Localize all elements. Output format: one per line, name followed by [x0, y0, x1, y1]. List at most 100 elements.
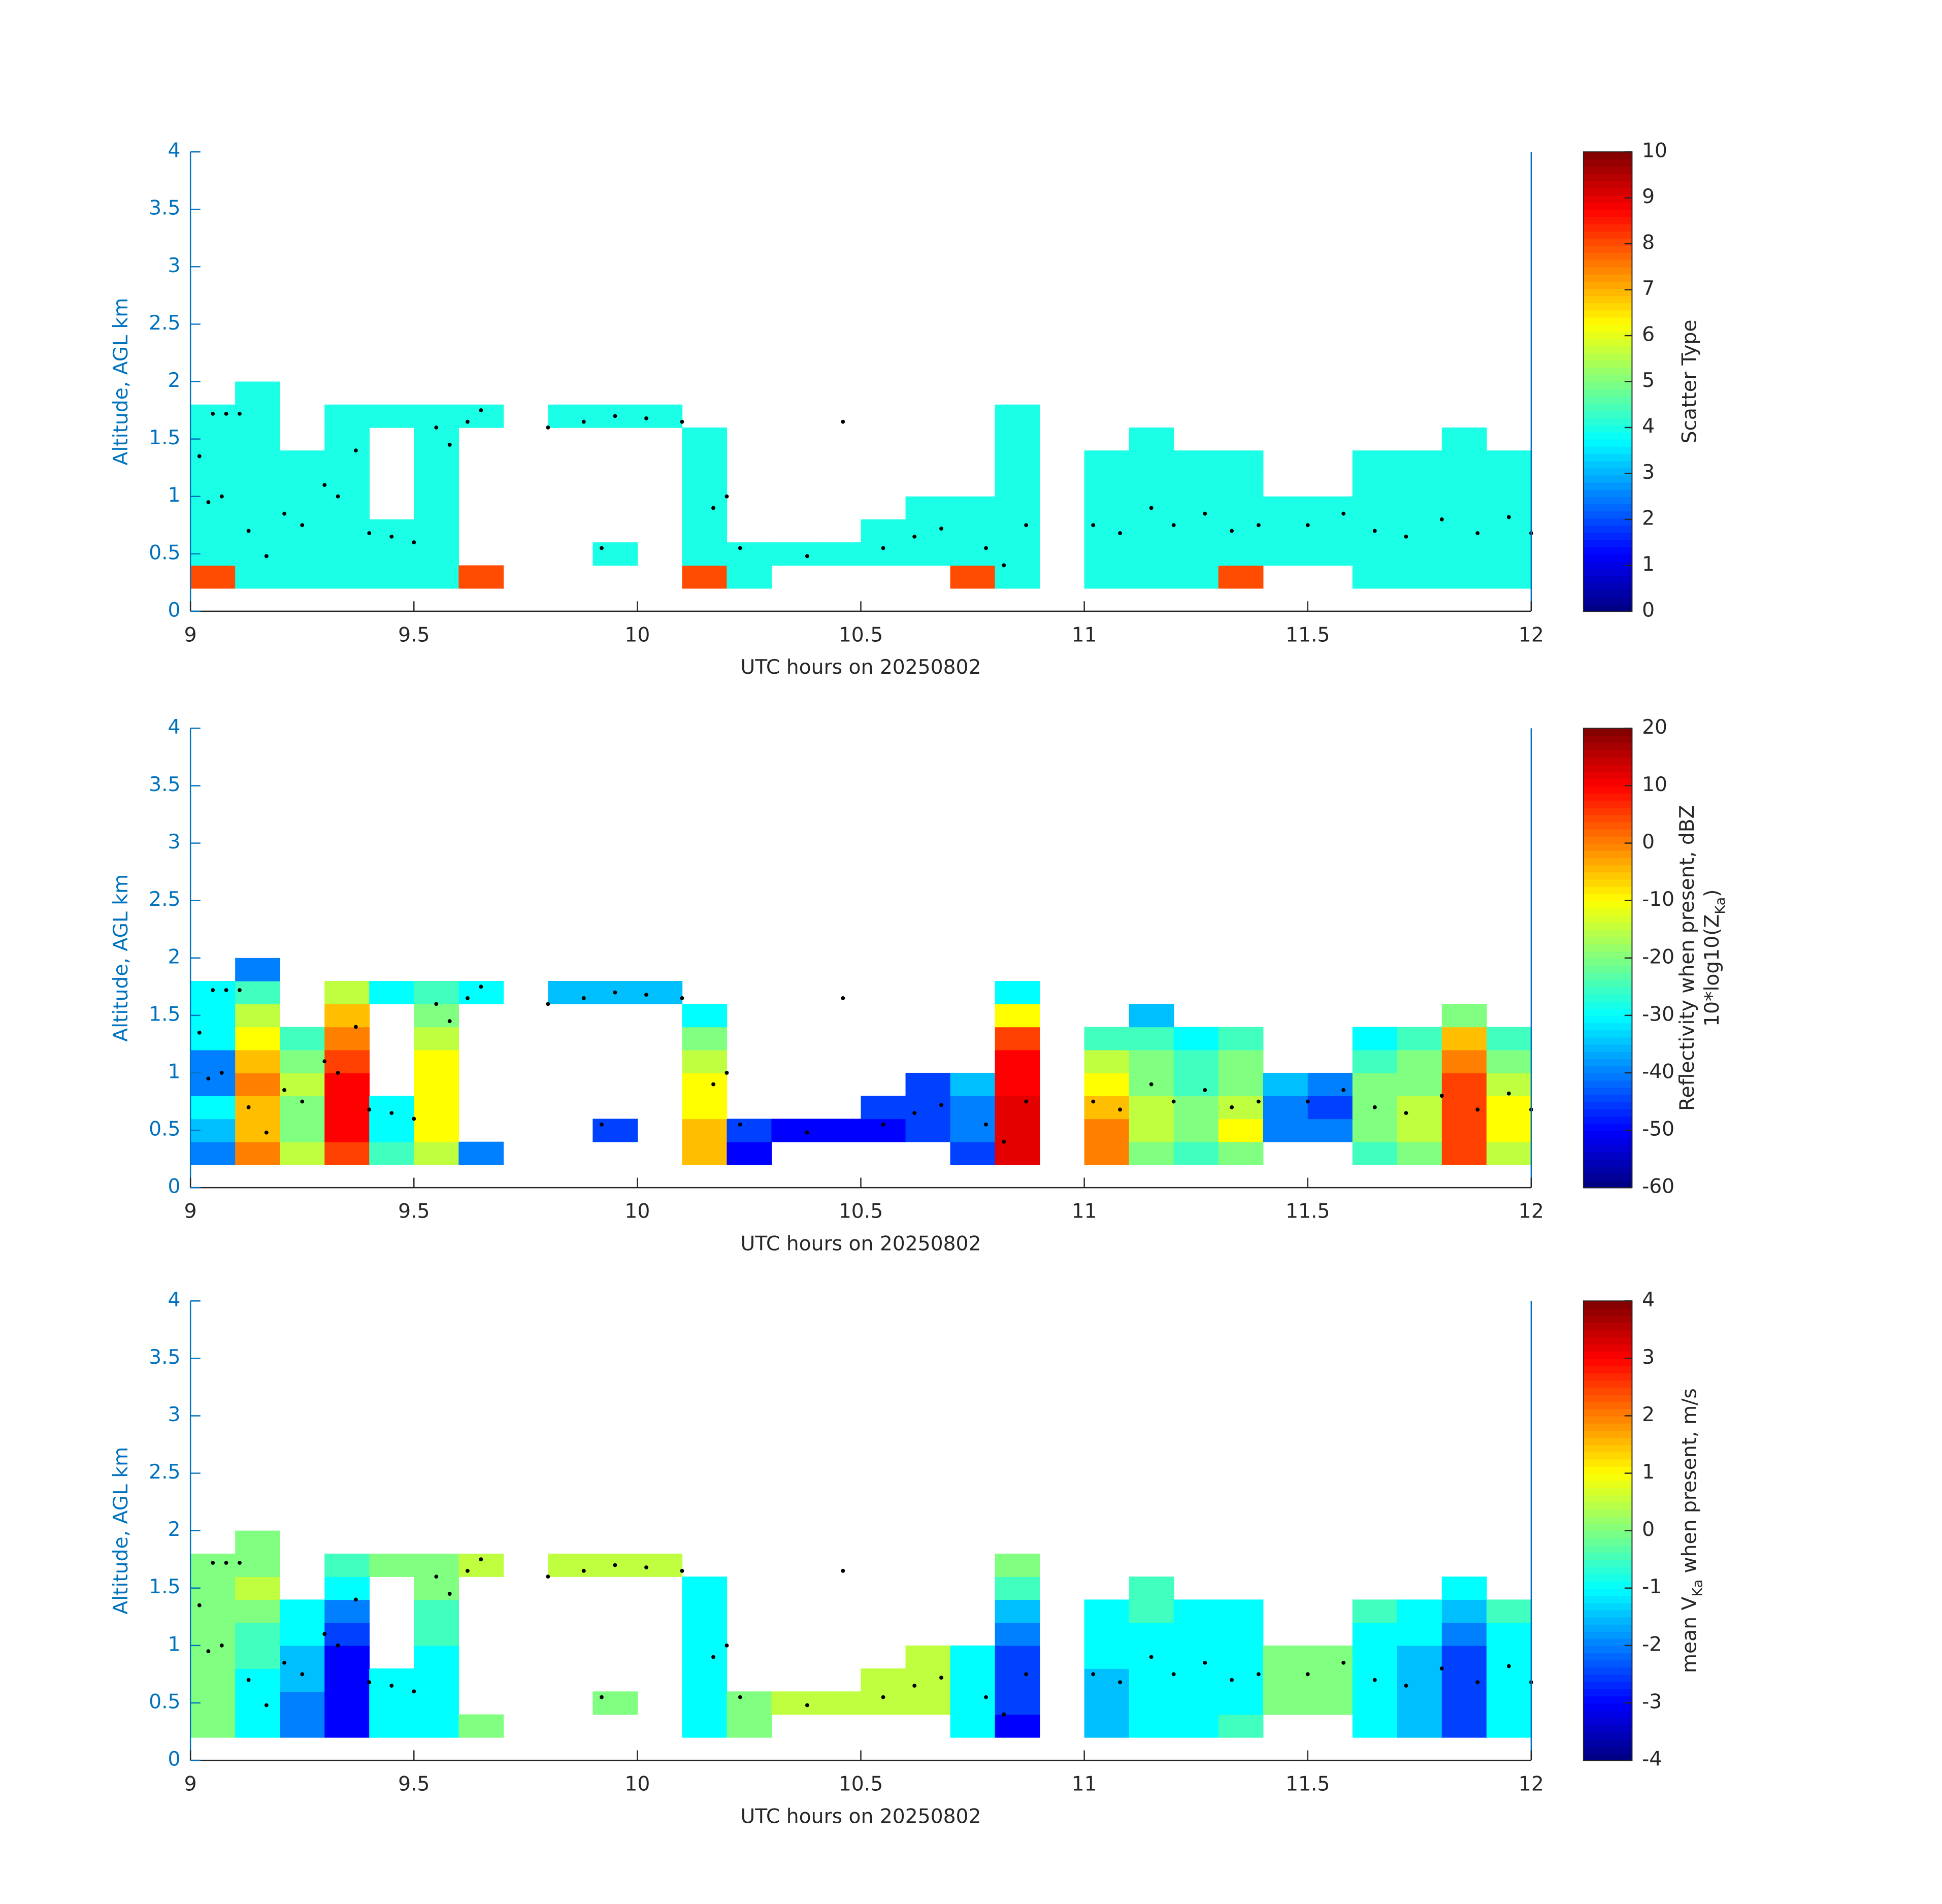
heatmap-cell	[1084, 542, 1130, 566]
heatmap-cell	[1084, 1141, 1130, 1165]
heatmap-cell	[1397, 565, 1442, 589]
colorbar-strip	[1583, 943, 1632, 951]
overlay-dot	[1475, 1680, 1480, 1685]
x-tick-label: 11.5	[1286, 623, 1330, 646]
colorbar-strip	[1583, 1738, 1632, 1747]
overlay-dot	[336, 494, 340, 499]
heatmap-cell	[1084, 565, 1130, 589]
heatmap-cell	[1173, 473, 1219, 497]
heatmap-cell	[280, 565, 325, 589]
heatmap-cell	[771, 1119, 817, 1142]
overlay-dot	[881, 1695, 885, 1699]
colorbar-strip	[1583, 223, 1632, 232]
colorbar-tick-label: 0	[1642, 1518, 1655, 1541]
colorbar-strip	[1583, 187, 1632, 196]
heatmap-cell	[414, 1119, 459, 1142]
heatmap-cell	[280, 496, 325, 520]
overlay-dot	[336, 1071, 340, 1075]
heatmap-cell	[235, 1553, 280, 1577]
overlay-dot	[353, 1025, 358, 1029]
heatmap-cell	[280, 1049, 325, 1073]
heatmap-cell	[458, 981, 504, 1004]
heatmap-cell	[235, 1119, 280, 1142]
heatmap-cell	[1173, 1714, 1219, 1738]
heatmap-cell	[1129, 565, 1174, 589]
y-tick-label: 4	[168, 716, 181, 739]
colorbar-strip	[1583, 461, 1632, 469]
overlay-dot	[197, 1030, 202, 1035]
x-tick-label: 9.5	[398, 623, 430, 646]
heatmap-cell	[1129, 1599, 1174, 1623]
colorbar-strip	[1583, 303, 1632, 311]
heatmap-cell	[861, 519, 906, 543]
colorbar-strip	[1583, 597, 1632, 605]
heatmap-cell	[235, 1027, 280, 1051]
overlay-dot	[1439, 517, 1444, 521]
heatmap-cell	[235, 958, 280, 981]
overlay-dot	[211, 411, 215, 416]
heatmap-cell	[816, 1119, 862, 1142]
colorbar-strip	[1583, 936, 1632, 944]
colorbar-strip	[1583, 764, 1632, 772]
heatmap-cell	[324, 981, 370, 1004]
heatmap-cell	[1441, 1645, 1487, 1669]
overlay-dot	[322, 483, 327, 487]
overlay-dot	[725, 1071, 729, 1075]
overlay-dot	[479, 1557, 483, 1562]
colorbar-strip	[1583, 1315, 1632, 1323]
heatmap-cell	[280, 1691, 325, 1715]
overlay-dot	[581, 1568, 586, 1573]
overlay-dot	[1506, 515, 1511, 519]
heatmap-cell	[280, 1072, 325, 1096]
heatmap-cell	[190, 1553, 236, 1577]
overlay-dot	[1305, 1099, 1310, 1104]
colorbar-strip	[1583, 864, 1632, 873]
heatmap-cell	[905, 1072, 951, 1096]
heatmap-cell	[1173, 1622, 1219, 1646]
heatmap-cell	[1441, 1691, 1487, 1715]
colorbar-tick-label: -2	[1642, 1633, 1662, 1656]
colorbar-strip	[1583, 907, 1632, 916]
colorbar-strip	[1583, 1473, 1632, 1481]
overlay-dot	[841, 1568, 845, 1573]
heatmap-cell	[1441, 1096, 1487, 1120]
heatmap-cell	[1441, 450, 1487, 474]
heatmap-cell	[1307, 1072, 1353, 1096]
y-tick-label: 1.5	[149, 426, 180, 449]
heatmap-cell	[1397, 1599, 1442, 1623]
heatmap-cell	[1307, 1119, 1353, 1142]
heatmap-cell	[1352, 1691, 1398, 1715]
colorbar-label: Scatter Type	[1678, 319, 1701, 443]
heatmap-cell	[414, 542, 459, 566]
overlay-dot	[613, 414, 617, 418]
colorbar-strip	[1583, 1516, 1632, 1524]
y-tick-label: 3	[168, 254, 181, 277]
overlay-dot	[1024, 523, 1029, 528]
heatmap-cell	[1352, 1714, 1398, 1738]
colorbar-tick-label: 4	[1642, 415, 1655, 438]
overlay-dot	[805, 554, 809, 559]
heatmap-cell	[235, 1096, 280, 1120]
heatmap-cell	[414, 404, 459, 428]
heatmap-cell	[905, 1096, 951, 1120]
heatmap-cell	[1084, 1119, 1130, 1142]
colorbar-strip	[1583, 836, 1632, 844]
colorbar-strip	[1583, 1344, 1632, 1352]
heatmap-cell	[861, 1119, 906, 1142]
colorbar-strip	[1583, 1180, 1632, 1189]
overlay-dot	[447, 1019, 452, 1024]
colorbar-tick-label: 2	[1642, 1403, 1655, 1426]
heatmap-cell	[1084, 1691, 1130, 1715]
colorbar-strip	[1583, 1301, 1632, 1309]
overlay-dot	[613, 1563, 617, 1567]
heatmap-cell	[995, 1096, 1040, 1120]
overlay-dot	[600, 1695, 604, 1699]
y-tick-label: 0.5	[149, 1690, 180, 1713]
heatmap-cell	[1397, 1027, 1442, 1051]
x-tick-label: 12	[1519, 1773, 1544, 1796]
overlay-dot	[1372, 1105, 1377, 1109]
heatmap-cell	[905, 519, 951, 543]
heatmap-cell	[950, 519, 996, 543]
x-tick-label: 12	[1519, 623, 1544, 646]
x-tick-label: 11.5	[1286, 1200, 1330, 1223]
